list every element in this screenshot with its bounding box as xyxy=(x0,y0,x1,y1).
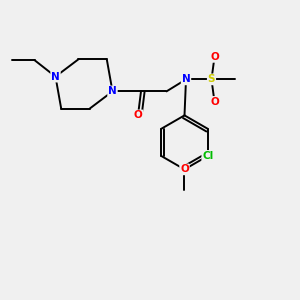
Text: O: O xyxy=(180,164,189,174)
Text: Cl: Cl xyxy=(202,151,214,161)
Text: N: N xyxy=(108,86,117,96)
Text: O: O xyxy=(210,52,219,62)
Text: O: O xyxy=(210,97,219,107)
Text: O: O xyxy=(134,110,142,120)
Text: S: S xyxy=(208,74,215,84)
Text: N: N xyxy=(51,72,60,82)
Text: N: N xyxy=(182,74,190,84)
